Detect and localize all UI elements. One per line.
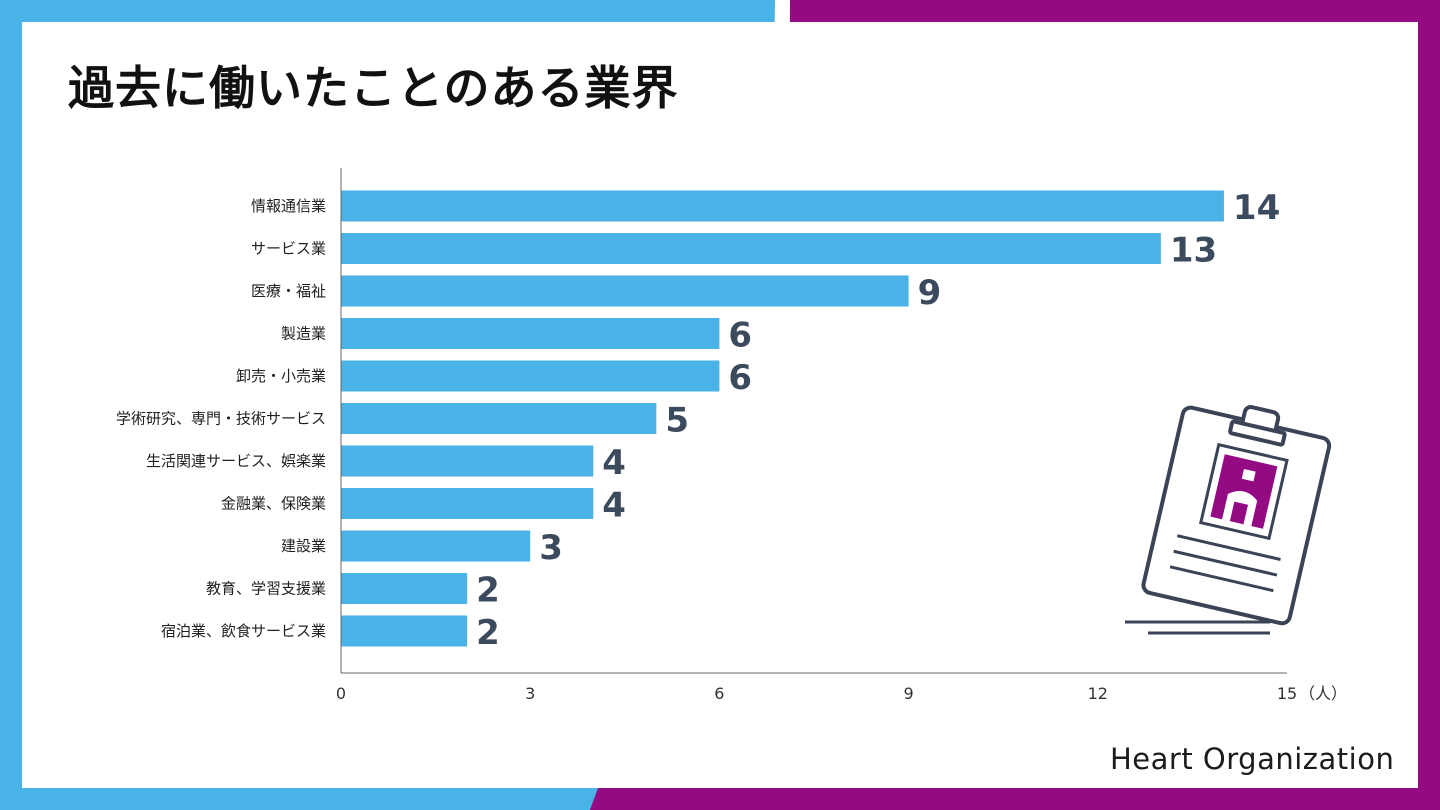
bar: [341, 360, 720, 392]
category-label: 情報通信業: [251, 197, 326, 215]
bar: [341, 615, 468, 647]
x-tick-label: 9: [904, 684, 914, 703]
bottom-right-band: [590, 788, 1440, 810]
bar: [341, 530, 531, 562]
brand-logo: Heart Organization: [1110, 742, 1394, 782]
category-label: 医療・福祉: [251, 282, 326, 300]
bar: [341, 573, 468, 604]
bar: [341, 190, 1224, 222]
value-label: 2: [476, 571, 500, 611]
value-label: 6: [728, 316, 752, 356]
id-badge-icon: [1125, 405, 1332, 635]
category-label: サービス業: [251, 240, 326, 258]
value-label: 13: [1170, 231, 1217, 271]
value-label: 14: [1233, 188, 1280, 228]
category-label: 学術研究、専門・技術サービス: [116, 410, 326, 428]
category-label: 卸売・小売業: [236, 367, 326, 385]
value-label: 6: [728, 358, 752, 398]
bar: [341, 275, 909, 307]
bar: [341, 318, 720, 349]
value-label: 4: [602, 443, 626, 483]
bar: [341, 403, 657, 434]
value-label: 4: [602, 486, 626, 526]
category-label: 教育、学習支援業: [206, 580, 326, 598]
category-label: 金融業、保険業: [221, 495, 326, 513]
category-label: 生活関連サービス、娯楽業: [146, 452, 326, 470]
bar: [341, 445, 594, 477]
value-label: 3: [539, 528, 563, 568]
x-tick-label: 12: [1088, 684, 1108, 703]
x-tick-label: 3: [525, 684, 535, 703]
page-title: 過去に働いたことのある業界: [68, 61, 679, 115]
category-label: 宿泊業、飲食サービス業: [161, 622, 326, 640]
value-label: 2: [476, 613, 500, 653]
logo-text: Heart Organization: [1110, 742, 1395, 776]
x-tick-label: 0: [336, 684, 346, 703]
value-label: 5: [665, 401, 689, 441]
bottom-left-band: [0, 788, 578, 810]
content-card: [22, 22, 1418, 788]
x-axis-unit: （人）: [1299, 684, 1347, 703]
x-tick-label: 6: [714, 684, 724, 703]
bar: [341, 233, 1161, 264]
category-label: 製造業: [281, 325, 326, 343]
value-label: 9: [918, 273, 942, 313]
category-label: 建設業: [281, 537, 326, 555]
bar: [341, 488, 594, 519]
x-tick-label: 15: [1277, 684, 1297, 703]
